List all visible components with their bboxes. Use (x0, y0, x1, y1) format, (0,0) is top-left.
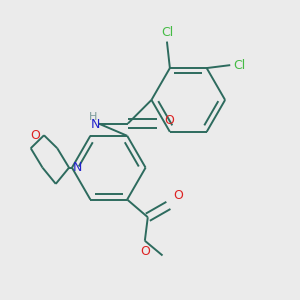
Text: N: N (91, 118, 100, 130)
Text: H: H (88, 112, 97, 122)
Text: O: O (31, 129, 40, 142)
Text: Cl: Cl (161, 26, 173, 39)
Text: N: N (73, 161, 82, 174)
Text: O: O (165, 114, 175, 127)
Text: O: O (140, 245, 150, 258)
Text: O: O (173, 190, 183, 202)
Text: Cl: Cl (233, 58, 245, 72)
